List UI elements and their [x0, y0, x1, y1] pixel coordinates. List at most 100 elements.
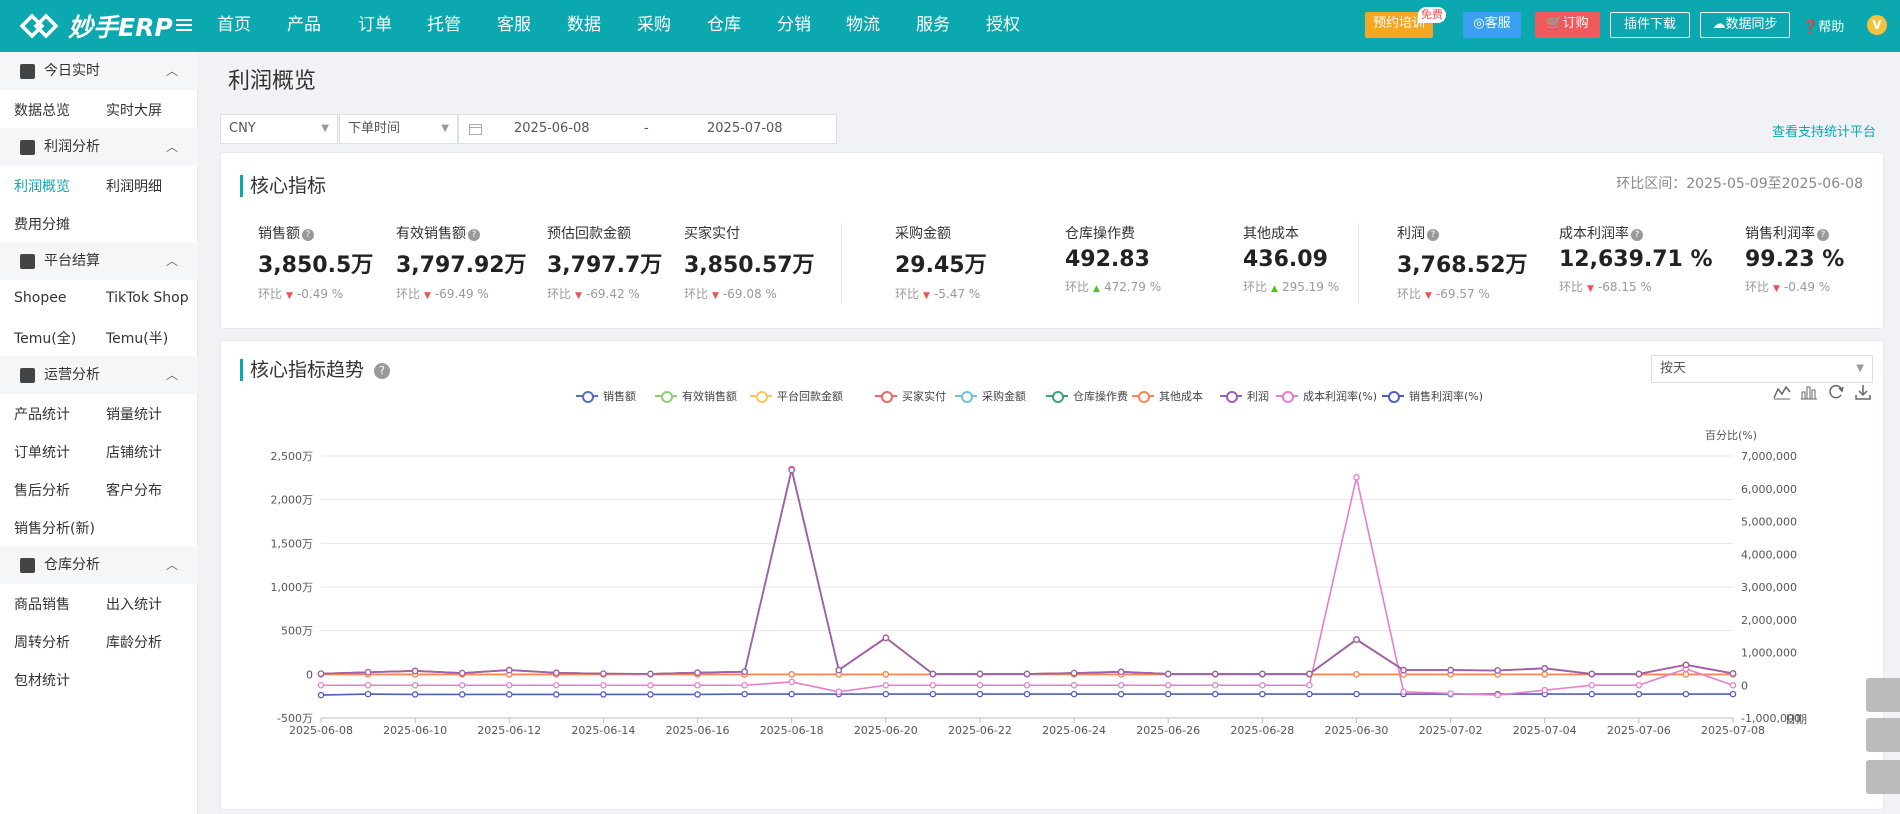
sidebar-item[interactable]: 库龄分析 — [106, 635, 162, 651]
help-icon[interactable]: ? — [1631, 229, 1643, 241]
sidebar-item[interactable]: TikTok Shop — [106, 290, 189, 306]
sidebar-item[interactable]: 实时大屏 — [106, 103, 162, 119]
data-point — [1729, 690, 1737, 698]
nav-item-4[interactable]: 客服 — [497, 15, 531, 35]
data-point — [1212, 690, 1219, 698]
legend-item-1[interactable]: 有效销售额 — [655, 388, 737, 404]
nav-item-0[interactable]: 首页 — [217, 15, 251, 35]
customer-service-button[interactable]: ◎客服 — [1463, 12, 1521, 38]
sidebar-item[interactable]: 销售分析(新) — [14, 521, 95, 537]
legend-item-6[interactable]: 其他成本 — [1132, 388, 1203, 404]
nav-item-10[interactable]: 服务 — [916, 15, 950, 35]
sidebar-section-3[interactable]: 运营分析 ︿ — [0, 356, 198, 394]
nav-item-6[interactable]: 采购 — [637, 15, 671, 35]
nav-item-8[interactable]: 分销 — [777, 15, 811, 35]
sidebar-section-2[interactable]: 平台结算 ︿ — [0, 242, 198, 280]
data-point — [1164, 690, 1172, 698]
data-point — [1729, 681, 1737, 689]
expand-panel-icon[interactable] — [1866, 678, 1900, 712]
data-sync-button[interactable]: ☁数据同步 — [1700, 12, 1790, 38]
sidebar-item[interactable]: 出入统计 — [106, 597, 162, 613]
sidebar-item[interactable]: 商品销售 — [14, 597, 70, 613]
line-chart-icon[interactable] — [1773, 383, 1791, 401]
nav-item-7[interactable]: 仓库 — [707, 15, 741, 35]
data-point — [1447, 666, 1454, 674]
mobile-icon[interactable] — [1866, 718, 1900, 752]
currency-select[interactable]: CNY ▼ — [220, 114, 338, 144]
help-icon[interactable]: ? — [302, 229, 314, 241]
sidebar-section-0[interactable]: 今日实时 ︿ — [0, 52, 198, 90]
bar-chart-icon[interactable] — [1800, 383, 1818, 401]
legend-item-2[interactable]: 平台回款金额 — [750, 388, 843, 404]
nav-item-3[interactable]: 托管 — [427, 15, 461, 35]
refresh-icon[interactable] — [1827, 383, 1845, 401]
legend-item-8[interactable]: 成本利润率(%) — [1276, 388, 1377, 404]
granularity-select[interactable]: 按天 ▼ — [1651, 355, 1873, 383]
app-logo[interactable]: 妙手ERP — [18, 8, 173, 44]
nav-item-1[interactable]: 产品 — [287, 15, 321, 35]
y-right-tick-label: 3,000,000 — [1741, 581, 1797, 594]
x-tick-label: 2025-06-16 — [666, 724, 730, 737]
training-button[interactable]: 预约培训 — [1365, 12, 1433, 38]
sidebar-item[interactable]: 包材统计 — [14, 673, 70, 689]
metric-label-text: 仓库操作费 — [1065, 226, 1135, 242]
nav-item-5[interactable]: 数据 — [567, 15, 601, 35]
chevron-down-icon: ▼ — [441, 123, 449, 134]
help-icon[interactable]: ? — [1427, 229, 1439, 241]
sidebar-item[interactable]: 销量统计 — [106, 407, 162, 423]
sidebar-item[interactable]: 店铺统计 — [106, 445, 162, 461]
feedback-icon[interactable] — [1866, 760, 1900, 794]
data-point — [1070, 690, 1078, 698]
data-point — [1588, 690, 1596, 698]
legend-item-5[interactable]: 仓库操作费 — [1046, 388, 1128, 404]
subscribe-button[interactable]: 🛒订购 — [1535, 12, 1600, 38]
help-icon[interactable]: ? — [468, 229, 480, 241]
date-range-picker[interactable]: 2025-06-08 - 2025-07-08 — [458, 114, 837, 144]
help-icon[interactable]: ? — [374, 363, 391, 379]
legend-item-3[interactable]: 买家实付 — [875, 388, 946, 404]
help-icon[interactable]: ? — [1817, 229, 1829, 241]
compare-label: 环比 — [547, 287, 572, 301]
y-left-tick-label: -500万 — [277, 712, 313, 725]
legend-item-0[interactable]: 销售额 — [576, 388, 636, 404]
sidebar-item[interactable]: Shopee — [14, 290, 67, 306]
trend-title: 核心指标趋势? — [240, 359, 391, 381]
data-point — [1023, 670, 1031, 678]
sidebar-section-4[interactable]: 仓库分析 ︿ — [0, 546, 198, 584]
legend-label: 平台回款金额 — [777, 390, 843, 403]
legend-marker — [955, 391, 977, 403]
sidebar-item[interactable]: 费用分摊 — [14, 217, 70, 233]
download-icon[interactable] — [1854, 383, 1872, 401]
sidebar-item[interactable]: 利润明细 — [106, 179, 162, 195]
help-link[interactable]: ❓帮助 — [1802, 16, 1844, 35]
data-point — [788, 466, 795, 474]
legend-item-9[interactable]: 销售利润率(%) — [1382, 388, 1483, 404]
sidebar-item[interactable]: 售后分析 — [14, 483, 70, 499]
time-type-select[interactable]: 下单时间 ▼ — [339, 114, 458, 144]
nav-item-11[interactable]: 授权 — [986, 15, 1020, 35]
sidebar-item[interactable]: Temu(半) — [106, 331, 169, 347]
sidebar-item[interactable]: 客户分布 — [106, 483, 162, 499]
sidebar-section-1[interactable]: 利润分析 ︿ — [0, 128, 198, 166]
sidebar-item[interactable]: 产品统计 — [14, 407, 70, 423]
legend-item-4[interactable]: 采购金额 — [955, 388, 1026, 404]
sidebar-item[interactable]: Temu(全) — [14, 331, 77, 347]
metric-label-text: 预估回款金额 — [547, 226, 631, 242]
vip-avatar[interactable]: V — [1867, 15, 1887, 35]
nav-item-2[interactable]: 订单 — [358, 15, 392, 35]
plugin-download-button[interactable]: 插件下载 — [1610, 12, 1690, 38]
sidebar-item[interactable]: 订单统计 — [14, 445, 70, 461]
x-tick-label: 2025-06-24 — [1042, 724, 1106, 737]
sidebar-item[interactable]: 数据总览 — [14, 103, 70, 119]
legend-item-7[interactable]: 利润 — [1220, 388, 1269, 404]
menu-toggle-icon[interactable] — [175, 16, 193, 34]
metric-label: 销售利润率? — [1745, 223, 1844, 243]
supported-platforms-link[interactable]: 查看支持统计平台 — [1771, 125, 1876, 140]
chevron-up-icon: ︿ — [165, 558, 178, 572]
data-point — [929, 670, 937, 678]
x-tick-label: 2025-07-04 — [1513, 724, 1577, 737]
sidebar-item[interactable]: 利润概览 — [14, 179, 70, 195]
x-tick-label: 2025-07-08 — [1701, 724, 1765, 737]
sidebar-item[interactable]: 周转分析 — [14, 635, 70, 651]
nav-item-9[interactable]: 物流 — [846, 15, 880, 35]
